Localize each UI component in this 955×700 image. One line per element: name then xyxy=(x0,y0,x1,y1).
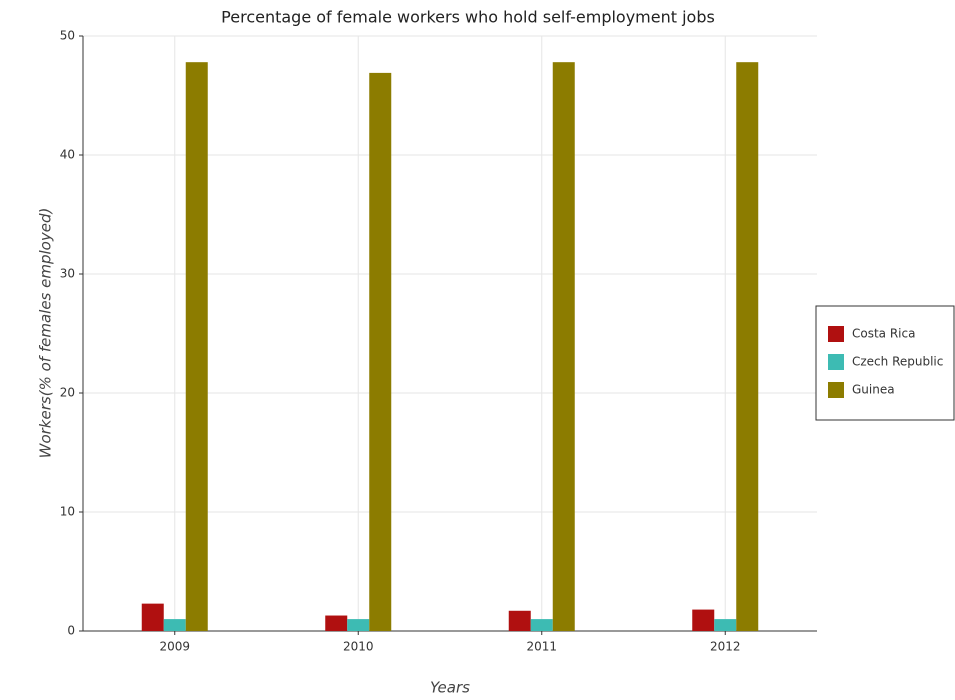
bar xyxy=(347,619,370,631)
legend-swatch xyxy=(828,354,844,370)
bar xyxy=(163,619,186,631)
bar xyxy=(736,62,759,632)
x-tick-label: 2012 xyxy=(710,640,741,654)
bar xyxy=(530,619,553,631)
x-tick-label: 2011 xyxy=(526,640,557,654)
bar xyxy=(185,62,208,632)
chart-title: Percentage of female workers who hold se… xyxy=(221,8,715,27)
bar xyxy=(552,62,575,632)
y-tick-label: 30 xyxy=(60,267,75,281)
bar xyxy=(508,610,531,631)
x-tick-label: 2010 xyxy=(343,640,374,654)
y-tick-label: 10 xyxy=(60,505,75,519)
x-tick-label: 2009 xyxy=(159,640,190,654)
bar xyxy=(692,609,715,631)
bar xyxy=(325,615,348,631)
bar xyxy=(714,619,737,631)
y-tick-label: 40 xyxy=(60,148,75,162)
legend-swatch xyxy=(828,382,844,398)
y-tick-label: 20 xyxy=(60,386,75,400)
y-axis-title: Workers(% of females employed) xyxy=(37,208,55,459)
legend-label: Costa Rica xyxy=(852,327,915,341)
bar xyxy=(141,603,164,631)
y-tick-label: 0 xyxy=(67,624,75,638)
x-axis-title: Years xyxy=(430,679,470,697)
legend-label: Guinea xyxy=(852,383,895,397)
y-tick-label: 50 xyxy=(60,29,75,43)
bar xyxy=(369,72,392,631)
legend-label: Czech Republic xyxy=(852,355,943,369)
legend-swatch xyxy=(828,326,844,342)
